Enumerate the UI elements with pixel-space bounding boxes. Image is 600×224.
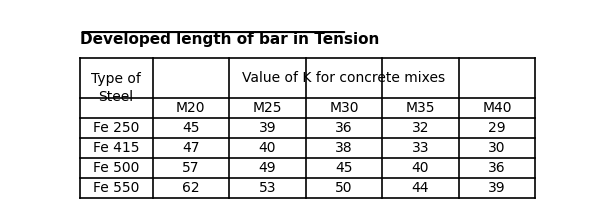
Text: M30: M30: [329, 101, 359, 115]
Text: 32: 32: [412, 121, 429, 135]
Text: 40: 40: [259, 141, 276, 155]
Text: M25: M25: [253, 101, 282, 115]
Text: 57: 57: [182, 161, 200, 175]
Text: 39: 39: [488, 181, 506, 195]
Text: Type of
Steel: Type of Steel: [91, 72, 141, 104]
Text: 50: 50: [335, 181, 353, 195]
Text: 38: 38: [335, 141, 353, 155]
Text: 53: 53: [259, 181, 276, 195]
Text: 36: 36: [488, 161, 506, 175]
Text: M35: M35: [406, 101, 435, 115]
Text: M20: M20: [176, 101, 206, 115]
Text: 49: 49: [259, 161, 276, 175]
Text: 45: 45: [182, 121, 200, 135]
Text: 36: 36: [335, 121, 353, 135]
Text: 29: 29: [488, 121, 506, 135]
Text: 45: 45: [335, 161, 353, 175]
Text: Developed length of bar in Tension: Developed length of bar in Tension: [80, 32, 379, 47]
Text: Fe 250: Fe 250: [93, 121, 139, 135]
Text: 47: 47: [182, 141, 200, 155]
Text: 39: 39: [259, 121, 276, 135]
Text: Fe 550: Fe 550: [93, 181, 139, 195]
Text: 40: 40: [412, 161, 429, 175]
Text: M40: M40: [482, 101, 512, 115]
Text: Value of K for concrete mixes: Value of K for concrete mixes: [242, 71, 446, 85]
Text: 30: 30: [488, 141, 506, 155]
Text: 62: 62: [182, 181, 200, 195]
Text: Fe 415: Fe 415: [93, 141, 139, 155]
Text: 33: 33: [412, 141, 429, 155]
Text: Fe 500: Fe 500: [93, 161, 139, 175]
Text: 44: 44: [412, 181, 429, 195]
